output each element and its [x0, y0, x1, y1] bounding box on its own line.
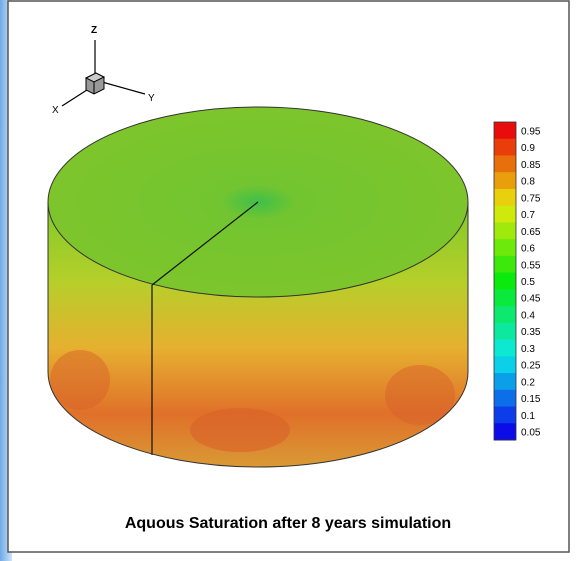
colorbar-label: 0.95 [521, 126, 541, 137]
colorbar-swatch [494, 172, 516, 190]
colorbar-label: 0.15 [521, 394, 541, 405]
colorbar-swatch [494, 122, 516, 140]
colorbar-label: 0.6 [521, 244, 535, 255]
axis-label-y: Y [148, 93, 155, 104]
colorbar-label: 0.75 [521, 193, 541, 204]
colorbar-label: 0.8 [521, 177, 535, 188]
colorbar-swatch [494, 373, 516, 391]
colorbar-swatch [494, 239, 516, 257]
colorbar-swatch [494, 155, 516, 173]
caption: Aquous Saturation after 8 years simulati… [125, 515, 451, 532]
colorbar-swatch [494, 322, 516, 341]
colorbar-label: 0.05 [521, 428, 541, 439]
colorbar-swatch [494, 222, 516, 240]
colorbar-swatch [494, 272, 516, 290]
colorbar: 0.95 0.9 0.85 0.8 0.75 0.7 0.65 0.6 0.55 0.5 0.45 0… [493, 121, 541, 441]
colorbar-swatch [494, 389, 516, 408]
colorbar-swatch [494, 423, 516, 441]
colorbar-label: 0.45 [521, 294, 541, 305]
colorbar-swatch [494, 205, 516, 223]
colorbar-swatch [494, 339, 516, 357]
colorbar-label: 0.4 [521, 310, 535, 321]
colorbar-swatch [494, 188, 516, 207]
axis-label-x: X [52, 105, 59, 116]
colorbar-label: 0.5 [521, 277, 535, 288]
colorbar-label: 0.3 [521, 344, 535, 355]
triad-cube [84, 72, 106, 95]
colorbar-label: 0.35 [521, 327, 541, 338]
cylinder [47, 106, 469, 468]
colorbar-swatch [494, 406, 516, 424]
colorbar-swatch [494, 306, 516, 324]
colorbar-label: 0.1 [521, 411, 535, 422]
colorbar-label: 0.25 [521, 361, 541, 372]
colorbar-swatch [494, 289, 516, 307]
colorbar-label: 0.7 [521, 210, 535, 221]
colorbar-label: 0.85 [521, 160, 541, 171]
colorbar-swatch [494, 138, 516, 156]
colorbar-label: 0.65 [521, 227, 541, 238]
colorbar-label: 0.9 [521, 143, 535, 154]
axis-label-z: Z [91, 25, 97, 36]
colorbar-border [493, 121, 517, 441]
colorbar-swatch [494, 255, 516, 274]
colorbar-label: 0.55 [521, 260, 541, 271]
colorbar-label: 0.2 [521, 377, 535, 388]
colorbar-swatch [494, 356, 516, 374]
